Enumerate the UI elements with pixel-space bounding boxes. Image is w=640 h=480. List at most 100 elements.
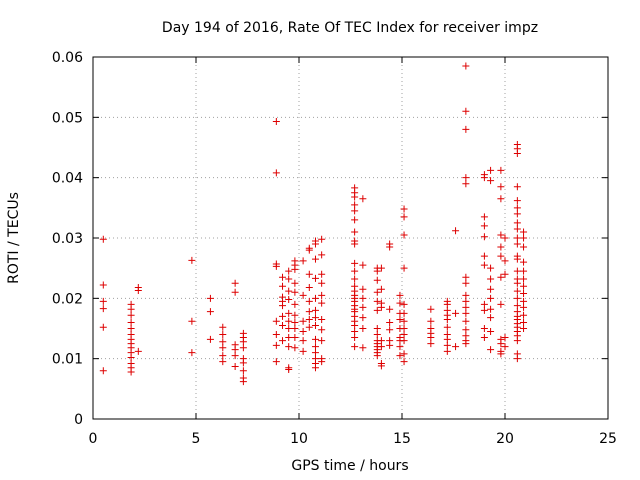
y-tick-label: 0.04 xyxy=(52,171,83,187)
data-point xyxy=(480,233,488,241)
data-point xyxy=(305,246,313,254)
data-point xyxy=(219,331,227,339)
data-point xyxy=(480,252,488,260)
data-point xyxy=(359,294,367,302)
data-point xyxy=(279,321,287,329)
data-point xyxy=(400,205,408,213)
data-point xyxy=(318,279,326,287)
data-point xyxy=(272,169,280,177)
data-point xyxy=(291,334,299,342)
data-point xyxy=(305,323,313,331)
data-point xyxy=(427,334,435,342)
data-point xyxy=(513,225,521,233)
data-point xyxy=(443,323,451,331)
data-point xyxy=(480,325,488,332)
data-point xyxy=(127,368,135,376)
data-point xyxy=(501,343,509,351)
data-point xyxy=(487,328,495,336)
data-point xyxy=(231,346,239,354)
data-point xyxy=(480,300,488,308)
data-point xyxy=(373,352,381,360)
data-point xyxy=(377,285,385,293)
data-point xyxy=(318,315,326,323)
y-tick-label: 0 xyxy=(74,412,83,428)
data-point xyxy=(351,275,359,283)
data-point xyxy=(427,317,435,325)
data-point xyxy=(462,279,470,287)
data-point xyxy=(513,337,521,345)
data-point xyxy=(359,285,367,293)
data-point xyxy=(305,283,313,291)
data-point xyxy=(285,366,293,374)
data-point xyxy=(231,279,239,287)
data-point xyxy=(487,275,495,283)
data-point xyxy=(462,317,470,325)
data-point xyxy=(497,340,505,348)
data-point xyxy=(400,213,408,221)
data-point xyxy=(299,257,307,265)
data-point xyxy=(480,174,488,182)
data-point xyxy=(299,347,307,355)
data-point xyxy=(373,306,381,314)
data-point xyxy=(318,291,326,299)
data-point xyxy=(279,312,287,320)
data-point xyxy=(219,338,227,346)
y-tick-label: 0.02 xyxy=(52,291,83,307)
data-point xyxy=(305,270,313,278)
data-point xyxy=(396,343,404,351)
x-tick-label: 5 xyxy=(192,431,201,447)
data-point xyxy=(497,166,505,174)
data-point xyxy=(311,343,319,351)
data-point xyxy=(299,317,307,325)
data-point xyxy=(513,294,521,302)
data-point xyxy=(311,349,319,357)
data-point xyxy=(299,328,307,336)
data-point xyxy=(501,234,509,242)
data-point xyxy=(318,326,326,334)
data-point xyxy=(487,285,495,293)
data-point xyxy=(311,364,319,372)
data-point xyxy=(285,267,293,275)
data-point xyxy=(377,362,385,370)
x-axis-label: GPS time / hours xyxy=(291,458,408,474)
data-point xyxy=(239,338,247,346)
data-point xyxy=(351,328,359,336)
data-point xyxy=(99,297,107,305)
data-point xyxy=(443,300,451,308)
data-point xyxy=(291,325,299,332)
data-point xyxy=(487,294,495,302)
data-point xyxy=(272,262,280,270)
data-point xyxy=(487,305,495,313)
data-point xyxy=(520,290,528,298)
y-tick-label: 0.06 xyxy=(52,50,83,66)
data-point xyxy=(311,306,319,314)
data-point xyxy=(351,193,359,201)
data-point xyxy=(272,341,280,349)
data-point xyxy=(285,296,293,304)
data-point xyxy=(359,325,367,332)
data-point xyxy=(305,308,313,316)
data-point xyxy=(206,335,214,343)
data-point xyxy=(279,337,287,345)
data-point xyxy=(513,287,521,295)
data-point xyxy=(188,256,196,264)
x-tick-label: 25 xyxy=(599,431,617,447)
data-point xyxy=(311,294,319,302)
data-point xyxy=(351,259,359,267)
data-point xyxy=(487,177,495,185)
data-point xyxy=(443,315,451,323)
data-point xyxy=(462,62,470,70)
data-point xyxy=(188,349,196,357)
data-point xyxy=(513,204,521,212)
data-point xyxy=(487,346,495,354)
data-point xyxy=(305,315,313,323)
data-point xyxy=(520,234,528,242)
data-point xyxy=(386,305,394,313)
data-point xyxy=(291,265,299,273)
data-point xyxy=(400,337,408,345)
data-point xyxy=(351,201,359,209)
data-point xyxy=(497,195,505,203)
data-point xyxy=(351,240,359,248)
data-point xyxy=(291,344,299,352)
